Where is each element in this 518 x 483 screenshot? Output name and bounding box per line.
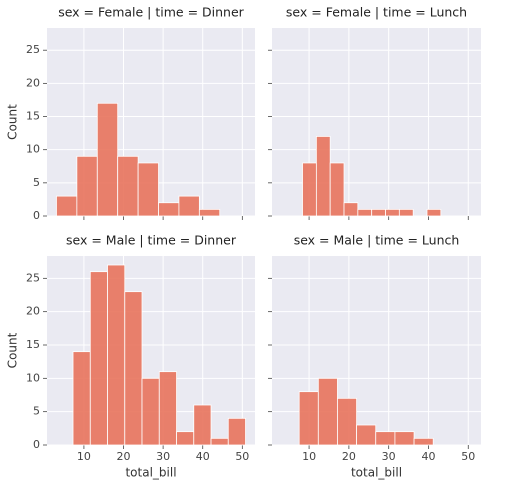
x-axis-label: total_bill [351, 466, 402, 480]
bar [302, 162, 317, 217]
bar [141, 377, 160, 446]
y-tick-label: 5 [33, 405, 40, 418]
bar [356, 424, 377, 446]
bar [176, 431, 195, 446]
bar [210, 437, 229, 446]
y-tick-label: 20 [26, 305, 40, 318]
panel-title: sex = Female | time = Dinner [58, 5, 244, 20]
bar [337, 397, 358, 446]
bar [385, 208, 400, 217]
x-tick-label: 30 [156, 450, 170, 463]
x-tick-label: 50 [461, 450, 475, 463]
y-axis-label: Count [6, 332, 20, 368]
bar [227, 417, 246, 446]
bar [371, 208, 386, 217]
x-tick-label: 40 [196, 450, 210, 463]
panel-title: sex = Female | time = Lunch [286, 5, 467, 20]
y-axis-label: Count [6, 104, 20, 140]
y-tick-label: 20 [26, 76, 40, 89]
x-tick-label: 50 [235, 450, 249, 463]
x-tick-label: 20 [342, 450, 356, 463]
bar [76, 155, 98, 217]
panel-title: sex = Male | time = Lunch [294, 233, 460, 248]
bar [96, 102, 119, 217]
bar [413, 437, 434, 446]
x-tick-label: 40 [421, 450, 435, 463]
y-tick-label: 0 [33, 438, 40, 451]
y-tick-label: 10 [26, 371, 40, 384]
bar [426, 208, 442, 217]
y-tick-label: 25 [26, 43, 40, 56]
y-tick-label: 25 [26, 271, 40, 284]
bar [298, 391, 319, 446]
bar [117, 155, 139, 217]
bar [329, 162, 345, 217]
x-axis-label: total_bill [125, 466, 176, 480]
bar [107, 264, 126, 446]
bar [315, 136, 331, 217]
y-tick-label: 15 [26, 110, 40, 123]
panel-title: sex = Male | time = Dinner [66, 233, 237, 248]
bar [343, 202, 359, 217]
bar [72, 351, 91, 446]
bar [158, 202, 180, 217]
y-tick-label: 5 [33, 176, 40, 189]
x-tick-label: 10 [77, 450, 91, 463]
bar [317, 377, 338, 446]
bar [198, 208, 221, 217]
bar [398, 208, 414, 217]
bar [357, 208, 373, 217]
bar [137, 162, 159, 217]
bar [56, 195, 78, 217]
x-tick-label: 20 [117, 450, 131, 463]
x-tick-label: 30 [382, 450, 396, 463]
y-tick-label: 10 [26, 143, 40, 156]
x-tick-label: 10 [302, 450, 316, 463]
y-tick-label: 0 [33, 209, 40, 222]
bar [124, 291, 143, 446]
bar [178, 195, 200, 217]
bar [158, 371, 177, 446]
bar [394, 431, 415, 446]
bar [375, 431, 396, 446]
y-tick-label: 15 [26, 338, 40, 351]
bar [89, 271, 108, 446]
bar [193, 404, 212, 446]
